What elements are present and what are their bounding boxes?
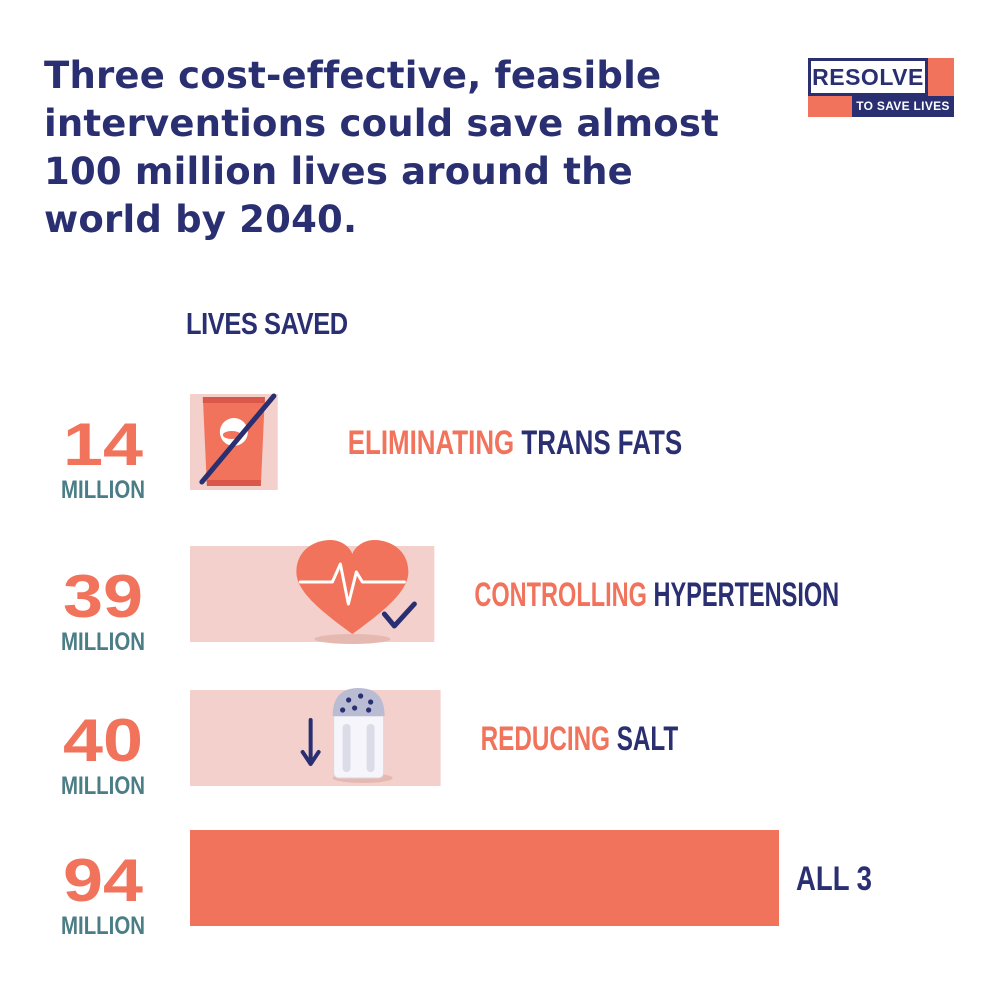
headline: Three cost-effective, feasible intervent… [44,54,720,241]
shaker-hole [352,705,358,711]
category-prefix: ELIMINATING [348,424,522,462]
logo-orange-strip [808,96,852,117]
shaker-hole [366,707,372,713]
logo-orange-block [928,58,954,96]
shaker-stripe-1 [342,724,351,772]
value-label: 14 [63,411,144,478]
value-label: 40 [63,707,143,774]
logo-box [808,58,928,96]
snack-bag-top-seal [202,397,265,403]
category-name: SALT [617,720,679,758]
salt-shaker-down-icon [300,688,393,783]
shaker-hole [358,693,364,699]
chart-axis-label: LIVES SAVED [186,306,348,341]
value-label: 39 [63,563,143,630]
unit-label: MILLION [61,912,145,940]
shaker-hole [340,707,346,713]
category-label: ALL 3 [796,860,872,898]
shaker-stripe-2 [366,724,375,772]
unit-label: MILLION [61,772,145,800]
pulse-line [298,562,406,606]
heart-pulse-check-icon [296,540,417,644]
snack-bag-crossed-icon [199,393,277,486]
category-label: CONTROLLING HYPERTENSION [474,576,839,614]
down-arrow-head [300,750,321,766]
logo-word: RESOLVE [812,64,924,90]
shaker-hole [346,697,352,703]
bar-3 [190,690,441,786]
logo-tagline: TO SAVE LIVES [852,96,954,117]
category-name: ALL 3 [796,860,872,898]
shaker-cap [332,688,385,716]
value-label: 94 [63,847,144,914]
unit-label: MILLION [61,628,145,656]
resolve-logo: RESOLVE TO SAVE LIVES [808,58,954,120]
category-prefix: CONTROLLING [474,576,653,614]
snack-bag-bottom-seal [206,480,261,486]
unit-label: MILLION [61,476,145,504]
category-name: HYPERTENSION [653,576,839,614]
check-mark [381,601,417,629]
category-name: TRANS FATS [521,424,682,462]
cross-out-line [199,393,277,485]
bar-4 [190,830,779,926]
category-label: ELIMINATING TRANS FATS [348,424,682,462]
heart-shadow [314,634,391,644]
category-label: REDUCING SALT [481,720,679,758]
shaker-body [333,715,385,779]
shaker-hole [368,699,374,705]
category-prefix: REDUCING [481,720,617,758]
